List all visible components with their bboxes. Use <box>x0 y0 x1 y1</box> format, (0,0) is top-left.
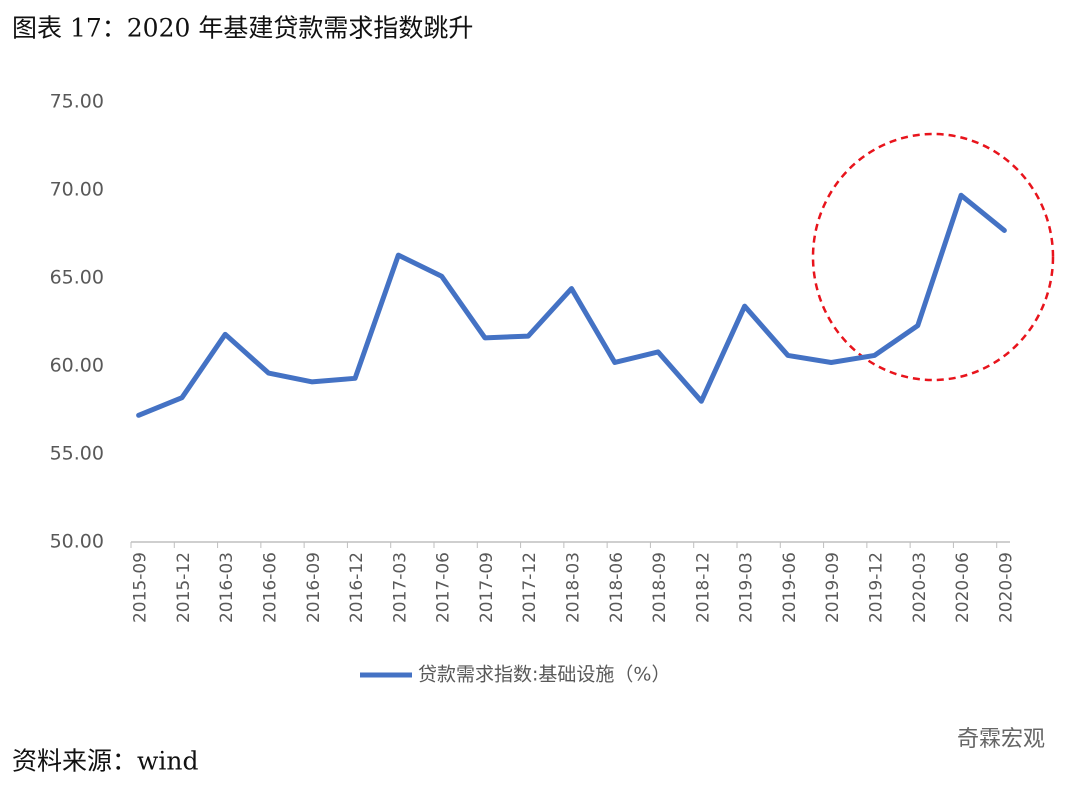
chart-title: 图表 17：2020 年基建贷款需求指数跳升 <box>12 14 473 43</box>
y-tick-label: 60.00 <box>50 355 104 377</box>
x-tick-label: 2019-12 <box>867 552 887 623</box>
x-tick-label: 2016-12 <box>347 552 367 623</box>
x-tick-label: 2017-09 <box>477 552 497 623</box>
data-line <box>136 192 1007 418</box>
x-tick-label: 2017-03 <box>390 552 410 623</box>
y-tick-label: 50.00 <box>50 531 104 553</box>
x-tick-label: 2018-09 <box>650 552 670 623</box>
x-tick-label: 2016-03 <box>217 552 237 623</box>
x-tick-label: 2019-06 <box>780 552 800 623</box>
x-tick-label: 2017-12 <box>520 552 540 623</box>
x-tick-label: 2015-09 <box>131 552 151 623</box>
y-tick-label: 65.00 <box>50 267 104 289</box>
x-tick-label: 2018-12 <box>693 552 713 623</box>
x-tick-label: 2016-09 <box>304 552 324 623</box>
y-tick-label: 70.00 <box>50 179 104 201</box>
x-tick-label: 2016-06 <box>261 552 281 623</box>
x-tick-label: 2019-09 <box>823 552 843 623</box>
watermark: 奇霖宏观 <box>957 727 1045 752</box>
legend-label: 贷款需求指数:基础设施（%） <box>418 664 670 686</box>
x-tick-label: 2020-09 <box>996 552 1016 623</box>
y-tick-label: 75.00 <box>50 91 104 113</box>
highlight-circle <box>811 132 1055 382</box>
x-tick-label: 2018-03 <box>564 552 584 623</box>
x-tick-label: 2020-06 <box>953 552 973 623</box>
x-tick-label: 2019-03 <box>737 552 757 623</box>
x-tick-label: 2020-03 <box>910 552 930 623</box>
x-tick-label: 2018-06 <box>607 552 627 623</box>
x-tick-label: 2017-06 <box>434 552 454 623</box>
source-note: 资料来源：wind <box>12 747 199 776</box>
y-tick-label: 55.00 <box>50 443 104 465</box>
x-tick-label: 2015-12 <box>174 552 194 623</box>
plot-area: 50.00 55.00 60.00 65.00 70.00 75.00 2015-09 201… <box>50 91 1017 686</box>
